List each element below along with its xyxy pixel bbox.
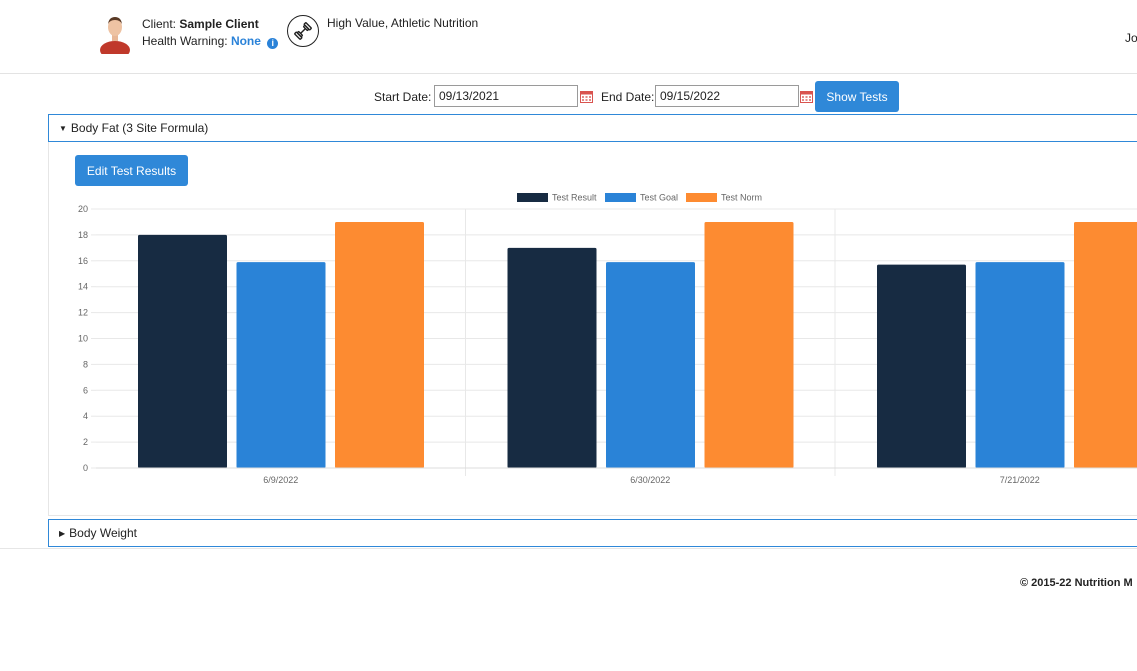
panel-title: Body Fat (3 Site Formula)	[70, 121, 209, 135]
y-tick-label: 14	[78, 282, 88, 292]
y-tick-label: 18	[78, 230, 88, 240]
y-tick-label: 0	[83, 463, 88, 473]
caret-down-icon: ▼	[59, 124, 67, 133]
y-tick-label: 10	[78, 334, 88, 344]
show-tests-button[interactable]: Show Tests	[815, 81, 899, 112]
legend-swatch	[686, 193, 717, 202]
bar-test-result	[138, 234, 227, 468]
legend-label: Test Norm	[721, 193, 762, 203]
bar-test-norm	[704, 221, 794, 468]
client-avatar	[100, 17, 130, 54]
panel-title: Body Weight	[69, 526, 137, 540]
client-name[interactable]: Sample Client	[179, 17, 259, 31]
y-tick-label: 16	[78, 256, 88, 266]
start-date-label: Start Date:	[374, 90, 432, 104]
panel-body-fat-content	[48, 142, 1137, 516]
bar-test-result	[507, 247, 597, 468]
y-tick-label: 6	[83, 385, 88, 395]
y-tick-label: 4	[83, 411, 88, 421]
legend-swatch	[605, 193, 636, 202]
legend-label: Test Goal	[640, 193, 678, 203]
date-filter: Start Date: End Date: Show Tests	[0, 81, 1137, 113]
program-label: High Value, Athletic Nutrition	[327, 16, 479, 30]
client-info: Client: Sample Client Health Warning: No…	[142, 16, 279, 50]
y-tick-label: 20	[78, 204, 88, 214]
legend-label: Test Result	[552, 193, 597, 203]
divider	[0, 548, 1137, 549]
y-tick-label: 8	[83, 359, 88, 369]
health-warning-value[interactable]: None	[230, 34, 261, 48]
y-tick-label: 2	[83, 437, 88, 447]
bar-test-result	[877, 264, 966, 468]
client-label: Client:	[142, 17, 177, 31]
calendar-icon[interactable]	[580, 90, 593, 103]
legend-swatch	[517, 193, 548, 202]
x-tick-label: 7/21/2022	[1000, 475, 1040, 485]
bar-test-norm	[335, 221, 424, 468]
calendar-icon[interactable]	[800, 90, 813, 103]
health-warning-label: Health Warning:	[142, 34, 228, 48]
caret-right-icon: ▶	[59, 529, 66, 538]
body-fat-chart: 0 2 4 6 8 10 12 14 16 18 20 6/9/2022 6/30/2022 7/21/2…	[78, 193, 1137, 485]
panel-body-weight-header[interactable]: ▶ Body Weight	[48, 519, 1137, 547]
start-date-input[interactable]	[434, 85, 578, 107]
user-name[interactable]: Jo	[1125, 31, 1137, 45]
x-tick-label: 6/9/2022	[263, 475, 298, 485]
bar-test-goal	[975, 262, 1065, 468]
end-date-label: End Date:	[601, 90, 655, 104]
edit-test-results-button[interactable]: Edit Test Results	[75, 155, 188, 186]
bar-test-norm	[1074, 221, 1137, 468]
panel-body-fat-header[interactable]: ▼ Body Fat (3 Site Formula)	[48, 114, 1137, 142]
x-tick-label: 6/30/2022	[630, 475, 670, 485]
info-icon[interactable]: i	[267, 38, 279, 49]
footer-copyright: © 2015-22 Nutrition M	[1020, 577, 1133, 589]
end-date-input[interactable]	[655, 85, 799, 107]
y-tick-label: 12	[78, 308, 88, 318]
bar-test-goal	[236, 262, 326, 468]
client-header: Client: Sample Client Health Warning: No…	[0, 0, 1137, 74]
dumbbell-icon	[287, 15, 319, 47]
bar-test-goal	[606, 262, 695, 468]
